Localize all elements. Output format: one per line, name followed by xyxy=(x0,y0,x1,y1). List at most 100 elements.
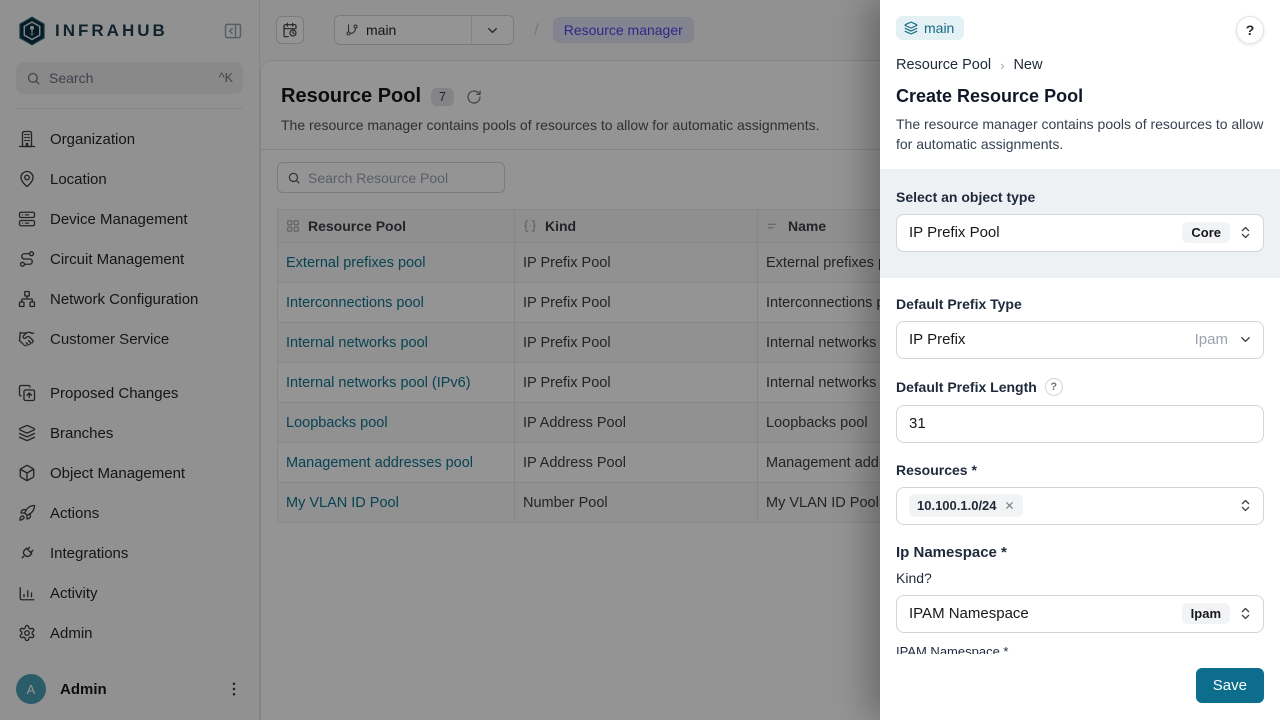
pool-link[interactable]: My VLAN ID Pool xyxy=(286,494,399,511)
sidebar-item-label: Activity xyxy=(50,584,98,602)
sidebar-item-actions[interactable]: Actions xyxy=(8,493,251,533)
sidebar-search[interactable]: Search ^K xyxy=(16,62,243,94)
sidebar-item-circuit-management[interactable]: Circuit Management xyxy=(8,239,251,279)
pool-link[interactable]: Internal networks pool xyxy=(286,334,428,351)
object-type-label: Select an object type xyxy=(896,188,1036,205)
breadcrumb-resource-manager[interactable]: Resource manager xyxy=(552,17,694,43)
ipam-namespace-label: IPAM Namespace * xyxy=(896,643,1009,654)
branch-selector-toggle[interactable] xyxy=(471,16,513,44)
sidebar-divider xyxy=(16,108,243,109)
sidebar-item-organization[interactable]: Organization xyxy=(8,119,251,159)
chevrons-up-down-icon xyxy=(1241,499,1250,512)
drawer-breadcrumb-current: New xyxy=(1013,57,1043,73)
kind-cell: Number Pool xyxy=(514,482,758,523)
table-search-input[interactable] xyxy=(308,169,495,186)
resources-values: 10.100.1.0/24 xyxy=(909,494,1238,518)
sidebar-item-branches[interactable]: Branches xyxy=(8,413,251,453)
column-header-kind[interactable]: Kind xyxy=(514,209,758,243)
object-type-select[interactable]: IP Prefix Pool Core xyxy=(896,213,1264,252)
sidebar-item-location[interactable]: Location xyxy=(8,159,251,199)
nav-group-secondary: Proposed Changes Branches Object Managem… xyxy=(0,367,259,653)
time-travel-button[interactable] xyxy=(276,16,304,44)
sidebar-item-label: Organization xyxy=(50,130,136,148)
kind-label: Kind ? xyxy=(896,569,932,586)
drawer-header: main ? Resource Pool › New Create Resour… xyxy=(880,0,1280,169)
sidebar-item-integrations[interactable]: Integrations xyxy=(8,533,251,573)
modal-backdrop[interactable] xyxy=(0,0,880,720)
count-badge: 7 xyxy=(431,87,454,106)
sidebar-item-label: Customer Service xyxy=(50,330,170,348)
ipam-hint: Ipam xyxy=(1194,331,1228,349)
drawer-footer: Save xyxy=(880,654,1280,720)
sidebar-item-admin[interactable]: Admin xyxy=(8,613,251,653)
panel-collapse-icon xyxy=(224,23,242,39)
table-toolbar xyxy=(261,149,1280,205)
branch-selector-value: main xyxy=(335,22,471,38)
default-prefix-length-label: Default Prefix Length ? xyxy=(896,377,1264,396)
create-resource-pool-drawer: main ? Resource Pool › New Create Resour… xyxy=(880,0,1280,720)
default-prefix-type-label: Default Prefix Type xyxy=(896,295,1022,312)
page-header: Resource Pool 7 The resource manager con… xyxy=(261,61,1280,149)
default-prefix-type-select[interactable]: IP Prefix Ipam xyxy=(896,320,1264,359)
drawer-body: Select an object type IP Prefix Pool Cor… xyxy=(880,168,1280,654)
default-prefix-length-input[interactable] xyxy=(909,415,1251,433)
branch-selector[interactable]: main xyxy=(334,15,514,45)
save-button[interactable]: Save xyxy=(1195,668,1264,703)
remove-chip-icon[interactable] xyxy=(1004,500,1015,511)
pool-link[interactable]: Internal networks pool (IPv6) xyxy=(286,374,471,391)
help-icon[interactable]: ? xyxy=(1044,377,1063,396)
drawer-help-button[interactable]: ? xyxy=(1236,16,1264,44)
field-default-prefix-length: Default Prefix Length ? xyxy=(896,377,1264,443)
drawer-branch-badge[interactable]: main xyxy=(896,16,965,40)
sidebar-collapse-button[interactable] xyxy=(223,21,243,41)
column-header-resource-pool[interactable]: Resource Pool xyxy=(277,209,515,243)
resources-multiselect[interactable]: 10.100.1.0/24 xyxy=(896,486,1264,525)
grid-icon xyxy=(287,220,299,232)
kind-cell: IP Prefix Pool xyxy=(514,362,758,403)
branch-name: main xyxy=(366,22,397,38)
kebab-menu-icon xyxy=(232,682,236,696)
pool-link[interactable]: External prefixes pool xyxy=(286,254,426,271)
field-resources: Resources * 10.100.1.0/24 xyxy=(896,462,1264,525)
ipam-badge: Ipam xyxy=(1181,603,1230,625)
resource-chip: 10.100.1.0/24 xyxy=(909,494,1023,518)
sidebar-item-device-management[interactable]: Device Management xyxy=(8,199,251,239)
user-row: A Admin xyxy=(0,660,259,720)
help-icon[interactable]: ? xyxy=(924,569,932,586)
field-default-prefix-type: Default Prefix Type IP Prefix Ipam xyxy=(896,296,1264,359)
chevron-down-icon xyxy=(488,27,497,33)
user-menu-button[interactable] xyxy=(225,680,243,698)
page-title: Resource Pool xyxy=(281,85,422,107)
building-icon xyxy=(18,130,36,148)
network-icon xyxy=(18,290,36,308)
pool-link[interactable]: Interconnections pool xyxy=(286,294,424,311)
sidebar-item-network-configuration[interactable]: Network Configuration xyxy=(8,279,251,319)
sidebar-item-object-management[interactable]: Object Management xyxy=(8,453,251,493)
sidebar-item-label: Location xyxy=(50,170,107,188)
sidebar-item-label: Object Management xyxy=(50,464,186,482)
sidebar-item-proposed-changes[interactable]: Proposed Changes xyxy=(8,373,251,413)
layers-icon xyxy=(18,424,36,442)
sidebar-item-activity[interactable]: Activity xyxy=(8,573,251,613)
sidebar-item-label: Proposed Changes xyxy=(50,384,179,402)
pool-link[interactable]: Loopbacks pool xyxy=(286,414,388,431)
default-prefix-type-value: IP Prefix xyxy=(909,331,966,349)
drawer-breadcrumb-parent[interactable]: Resource Pool xyxy=(896,57,992,73)
drawer-breadcrumb: Resource Pool › New xyxy=(896,57,1264,73)
refresh-button[interactable] xyxy=(466,89,482,105)
text-lines-icon xyxy=(767,223,776,229)
kind-select[interactable]: IPAM Namespace Ipam xyxy=(896,594,1264,633)
logo-row: INFRAHUB xyxy=(0,0,259,60)
copy-icon xyxy=(18,384,36,402)
sidebar-item-label: Integrations xyxy=(50,544,129,562)
braces-icon xyxy=(524,220,536,232)
pool-link[interactable]: Management addresses pool xyxy=(286,454,474,471)
sidebar-item-customer-service[interactable]: Customer Service xyxy=(8,319,251,359)
kind-cell: IP Address Pool xyxy=(514,402,758,443)
sidebar-item-label: Admin xyxy=(50,624,93,642)
sidebar-item-label: Branches xyxy=(50,424,114,442)
kind-cell: IP Prefix Pool xyxy=(514,282,758,323)
brand-wordmark: INFRAHUB xyxy=(55,21,168,40)
handshake-icon xyxy=(18,331,35,347)
